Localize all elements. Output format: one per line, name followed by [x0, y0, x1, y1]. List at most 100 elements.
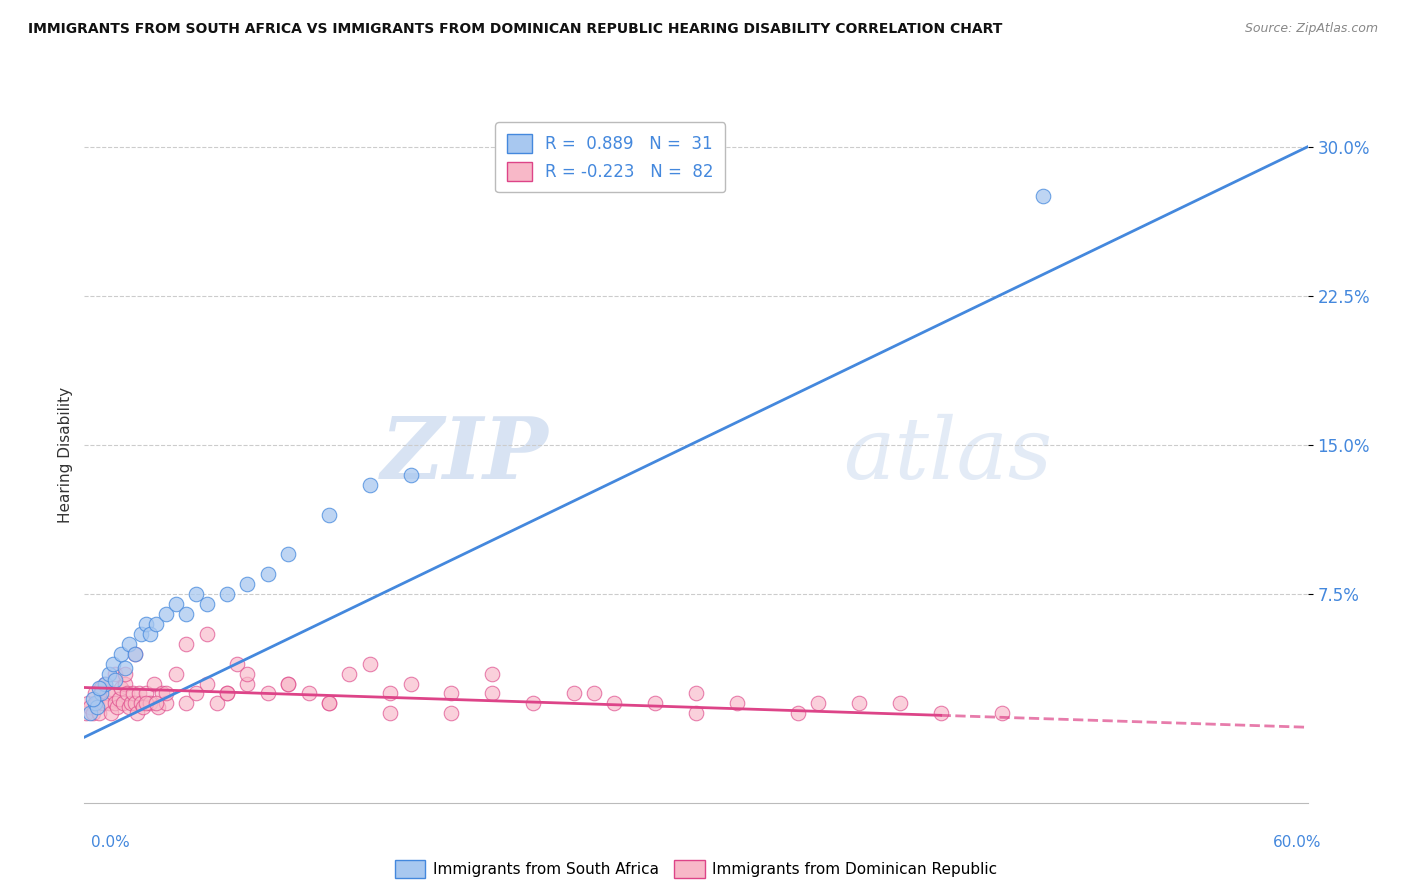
- Point: [122, 686, 145, 700]
- Point: [131, 697, 153, 711]
- Text: IMMIGRANTS FROM SOUTH AFRICA VS IMMIGRANTS FROM DOMINICAN REPUBLIC HEARING DISAB: IMMIGRANTS FROM SOUTH AFRICA VS IMMIGRAN…: [28, 22, 1002, 37]
- Point: [217, 587, 239, 601]
- Point: [138, 627, 160, 641]
- Point: [108, 692, 131, 706]
- Point: [87, 706, 110, 721]
- Point: [83, 697, 105, 711]
- Point: [318, 697, 340, 711]
- Point: [929, 706, 952, 721]
- Point: [277, 676, 299, 690]
- Point: [79, 700, 101, 714]
- Legend: R =  0.889   N =  31, R = -0.223   N =  82: R = 0.889 N = 31, R = -0.223 N = 82: [495, 122, 725, 193]
- Point: [87, 681, 110, 695]
- Text: 0.0%: 0.0%: [91, 836, 131, 850]
- Point: [339, 666, 360, 681]
- Point: [277, 547, 299, 561]
- Text: ZIP: ZIP: [381, 413, 550, 497]
- Point: [186, 587, 208, 601]
- Point: [146, 700, 169, 714]
- Point: [104, 666, 127, 681]
- Point: [120, 697, 142, 711]
- Point: [359, 657, 381, 671]
- Point: [257, 686, 280, 700]
- Point: [101, 686, 124, 700]
- Point: [155, 697, 177, 711]
- Point: [82, 706, 104, 721]
- Point: [96, 686, 118, 700]
- Point: [889, 697, 911, 711]
- Point: [97, 697, 120, 711]
- Point: [399, 676, 422, 690]
- Point: [75, 706, 97, 721]
- Point: [145, 616, 167, 631]
- Point: [138, 697, 160, 711]
- Point: [114, 666, 136, 681]
- Point: [807, 697, 830, 711]
- Point: [105, 700, 128, 714]
- Point: [114, 660, 136, 674]
- Point: [725, 697, 748, 711]
- Point: [150, 686, 173, 700]
- Point: [93, 676, 115, 690]
- Point: [174, 697, 197, 711]
- Point: [440, 706, 463, 721]
- Point: [318, 508, 340, 522]
- Point: [97, 666, 120, 681]
- Point: [115, 686, 138, 700]
- Point: [142, 676, 165, 690]
- Point: [131, 627, 153, 641]
- Point: [127, 706, 149, 721]
- Point: [380, 686, 402, 700]
- Point: [481, 666, 503, 681]
- Point: [399, 467, 422, 482]
- Point: [114, 676, 136, 690]
- Point: [186, 686, 208, 700]
- Point: [77, 697, 100, 711]
- Point: [257, 567, 280, 582]
- Point: [101, 657, 124, 671]
- Point: [128, 686, 150, 700]
- Point: [195, 627, 218, 641]
- Point: [86, 697, 108, 711]
- Point: [236, 577, 259, 591]
- Point: [145, 697, 167, 711]
- Point: [124, 647, 146, 661]
- Point: [93, 676, 115, 690]
- Point: [195, 597, 218, 611]
- Text: Source: ZipAtlas.com: Source: ZipAtlas.com: [1244, 22, 1378, 36]
- Point: [522, 697, 544, 711]
- Point: [82, 692, 104, 706]
- Point: [990, 706, 1012, 721]
- Text: atlas: atlas: [842, 414, 1052, 496]
- Point: [104, 673, 127, 687]
- Point: [155, 607, 177, 621]
- Point: [91, 697, 114, 711]
- Point: [165, 597, 187, 611]
- Point: [90, 686, 112, 700]
- Point: [104, 697, 127, 711]
- Point: [118, 637, 141, 651]
- Point: [112, 697, 135, 711]
- Point: [83, 686, 105, 700]
- Point: [124, 697, 146, 711]
- Point: [1032, 189, 1054, 203]
- Point: [685, 686, 707, 700]
- Point: [135, 616, 157, 631]
- Point: [217, 686, 239, 700]
- Point: [236, 676, 259, 690]
- Point: [359, 477, 381, 491]
- Point: [226, 657, 249, 671]
- Point: [100, 706, 122, 721]
- Point: [205, 697, 228, 711]
- Point: [79, 706, 101, 721]
- Point: [132, 700, 155, 714]
- Text: 60.0%: 60.0%: [1274, 836, 1322, 850]
- Point: [685, 706, 707, 721]
- Point: [277, 676, 299, 690]
- Point: [195, 676, 218, 690]
- Point: [318, 697, 340, 711]
- Point: [110, 681, 132, 695]
- Point: [481, 686, 503, 700]
- Point: [135, 686, 157, 700]
- Point: [236, 666, 259, 681]
